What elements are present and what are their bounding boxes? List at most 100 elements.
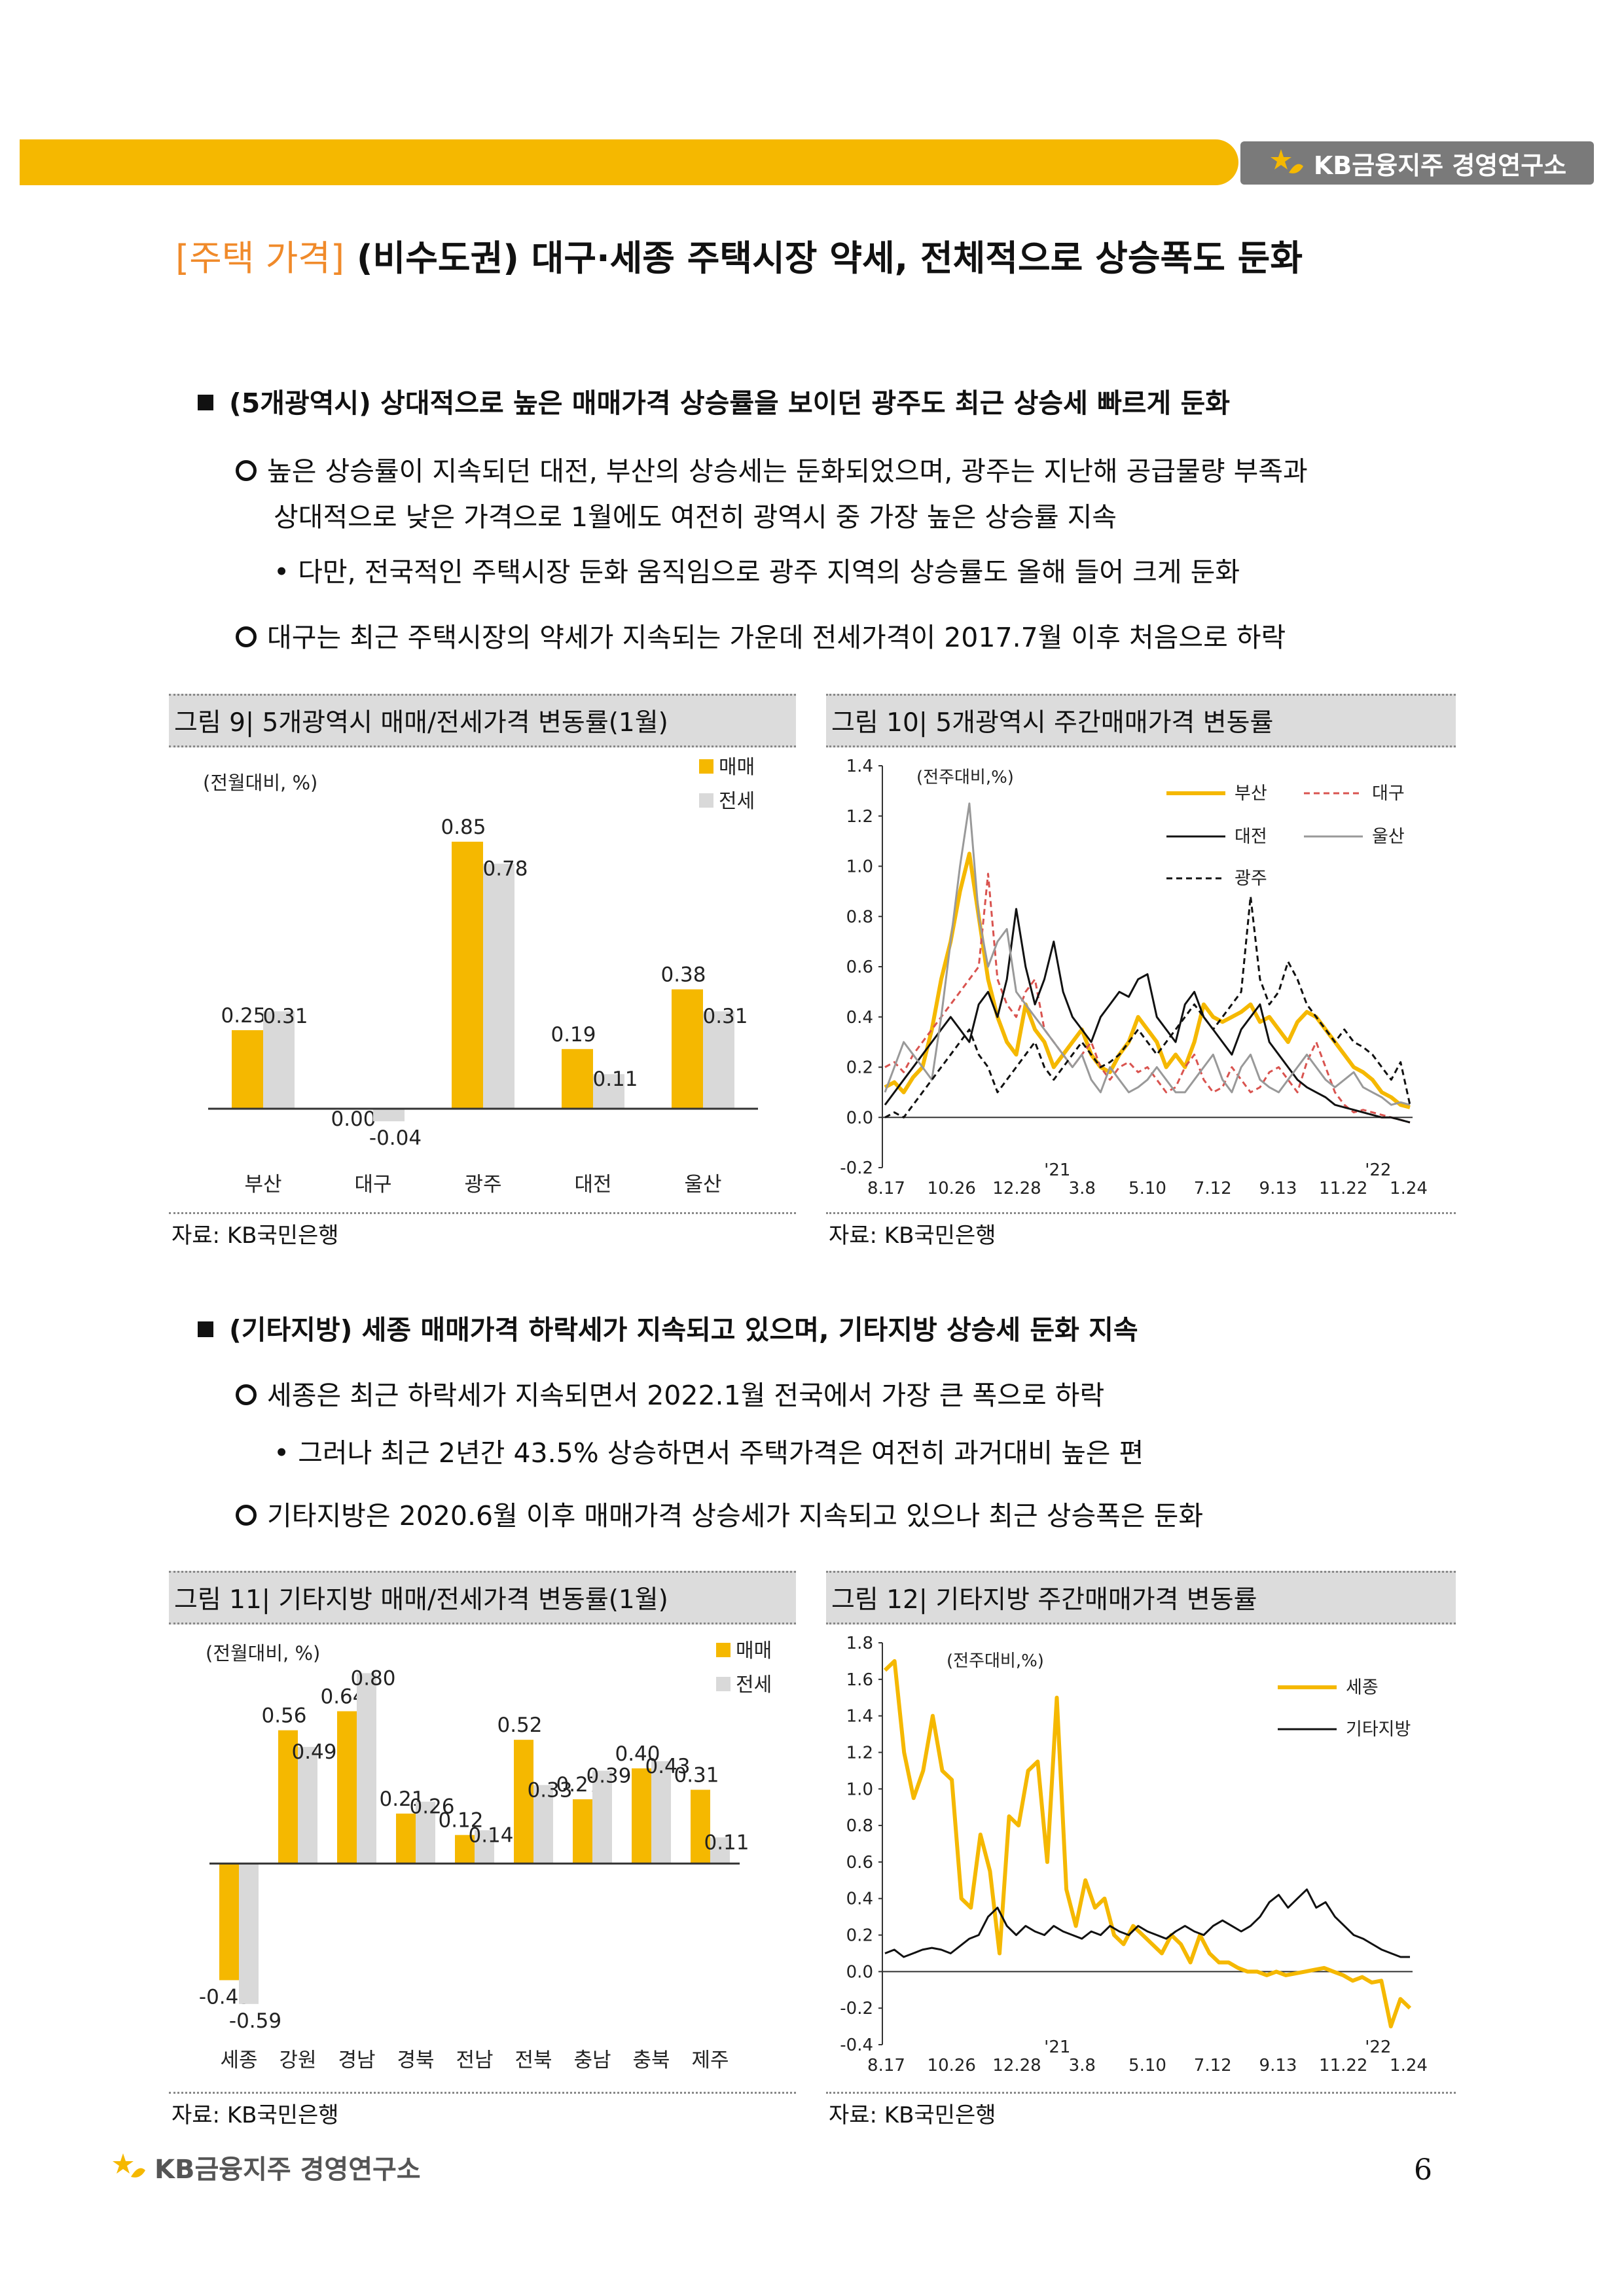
x-tick-label-5: 7.12 [1194, 1179, 1232, 1198]
bar-1-5 [533, 1785, 553, 1864]
x-tick-label-8: 1.24 [1390, 2056, 1428, 2075]
bar-0-7 [632, 1768, 651, 1864]
series-line-1 [884, 872, 1411, 1124]
legend-swatch-0 [716, 1643, 731, 1657]
data-label-0-5: 0.52 [497, 1713, 542, 1737]
bar-0-1 [278, 1730, 298, 1864]
category-label-3: 경북 [397, 2049, 434, 2072]
y-tick-label-2: 0.0 [846, 1962, 873, 1982]
legend-label-0: 매매 [719, 756, 755, 779]
ring-bullet-icon [236, 1505, 257, 1526]
section1-bullet1-line1: 높은 상승률이 지속되던 대전, 부산의 상승세는 둔화되었으며, 광주는 지난… [236, 449, 1308, 488]
title-tag: [주택 가격] [175, 238, 345, 279]
fig12-source-divider [826, 2092, 1456, 2094]
data-label-0-1: 0.56 [261, 1704, 306, 1728]
bar-0-2 [337, 1711, 357, 1864]
data-label-1-4: 0.31 [702, 1005, 748, 1028]
category-label-8: 제주 [691, 2049, 729, 2072]
y-tick-label-5: 0.8 [846, 907, 873, 927]
data-label-1-3: 0.26 [409, 1795, 454, 1819]
unit-label: (전월대비, %) [206, 1642, 320, 1664]
fig10-source-divider [826, 1212, 1456, 1214]
page-title: [주택 가격] (비수도권) 대구·세종 주택시장 약세, 전체적으로 상승폭도… [175, 229, 1303, 281]
data-label-1-1: 0.49 [291, 1740, 336, 1764]
legend-label-1: 전세 [736, 1674, 772, 1696]
data-label-0-4: 0.12 [438, 1809, 483, 1833]
bar-1-8 [710, 1837, 730, 1864]
unit-label: (전주대비,%) [947, 1651, 1044, 1671]
bar-1-4 [703, 1011, 734, 1109]
bar-1-3 [416, 1801, 435, 1864]
x-tick-label-0: 8.17 [867, 1179, 905, 1198]
category-label-3: 대전 [574, 1173, 611, 1196]
category-label-5: 전북 [514, 2049, 552, 2072]
section1-heading-text: (5개광역시) 상대적으로 높은 매매가격 상승률을 보이던 광주도 최근 상승… [229, 387, 1230, 419]
section2-bullet1: 세종은 최근 하락세가 지속되면서 2022.1월 전국에서 가장 큰 폭으로 … [236, 1373, 1104, 1412]
legend-label-3: 울산 [1372, 827, 1405, 847]
series-line-1 [884, 1888, 1410, 1958]
fig11-caption: 그림 11| 기타지방 매매/전세가격 변동률(1월) [169, 1571, 796, 1624]
section1-bullet1-text1: 높은 상승률이 지속되던 대전, 부산의 상승세는 둔화되었으며, 광주는 지난… [267, 456, 1308, 487]
data-label-1-1: -0.04 [369, 1126, 422, 1150]
fig11-chart: (전월대비, %) 매매전세-0.49-0.59세종0.560.49강원0.640… [199, 1640, 772, 2072]
series-line-3 [884, 802, 1411, 1106]
legend-swatch-0 [699, 759, 713, 774]
ring-bullet-icon [236, 460, 257, 481]
kb-star-icon [1270, 149, 1303, 173]
series-line-2 [884, 908, 1411, 1124]
y-tick-label-5: 0.6 [846, 1853, 873, 1873]
data-label-0-0: 0.25 [221, 1004, 266, 1028]
x-tick-label-4: 5.10 [1128, 2056, 1166, 2075]
bar-1-7 [651, 1761, 671, 1864]
section2-heading: (기타지방) 세종 매매가격 하락세가 지속되고 있으며, 기타지방 상승세 둔… [198, 1308, 1138, 1347]
series-line-0 [883, 1659, 1412, 2029]
footer-logo: KB금융지주 경영연구소 [110, 2148, 421, 2186]
data-label-0-1: 0.00 [331, 1107, 376, 1131]
fig11-source-divider [169, 2092, 796, 2094]
legend-label-1: 전세 [719, 790, 755, 813]
legend-label-1: 대구 [1372, 783, 1405, 804]
legend-label-0: 매매 [736, 1640, 772, 1662]
data-label-1-0: 0.31 [262, 1005, 308, 1028]
x-tick-label-1: 10.26 [928, 1179, 976, 1198]
data-label-1-2: 0.80 [350, 1666, 395, 1690]
square-bullet-icon [198, 395, 213, 410]
bar-0-2 [452, 842, 483, 1109]
category-label-2: 광주 [464, 1173, 501, 1196]
x-tick-label-4: 5.10 [1128, 1179, 1166, 1198]
category-label-6: 충남 [573, 2049, 611, 2072]
section2-sub-bullet: • 그러나 최근 2년간 43.5% 상승하면서 주택가격은 여전히 과거대비 … [274, 1437, 1144, 1469]
fig12-chart: -0.4 -0.2 0.0 0.2 0.4 0.6 0.8 1.0 1.2 1.4 1.6 1.8 8.… [840, 1634, 1428, 2075]
bar-0-6 [573, 1799, 592, 1864]
bar-0-4 [455, 1835, 475, 1864]
data-label-1-0: -0.59 [229, 2009, 281, 2033]
legend-swatch-1 [699, 793, 713, 808]
bar-1-2 [483, 863, 514, 1109]
header-logo-text: KB금융지주 경영연구소 [1313, 151, 1567, 180]
data-label-0-4: 0.38 [660, 963, 706, 987]
bar-0-5 [514, 1740, 533, 1864]
footer-logo-text: KB금융지주 경영연구소 [154, 2155, 421, 2185]
page-number: 6 [1414, 2153, 1432, 2187]
bar-1-0 [263, 1011, 295, 1109]
bar-0-4 [672, 989, 703, 1109]
data-label-0-2: 0.85 [441, 816, 486, 839]
y-tick-label-7: 1.2 [846, 807, 873, 827]
category-label-4: 울산 [684, 1173, 721, 1196]
category-label-1: 대구 [354, 1173, 391, 1196]
year-label-1: '22 [1365, 2037, 1391, 2057]
fig12-caption: 그림 12| 기타지방 주간매매가격 변동률 [826, 1571, 1456, 1624]
section1-bullet2-text: 대구는 최근 주택시장의 약세가 지속되는 가운데 전세가격이 2017.7월 … [267, 622, 1286, 653]
section1-heading: (5개광역시) 상대적으로 높은 매매가격 상승률을 보이던 광주도 최근 상승… [198, 381, 1230, 420]
y-tick-label-1: -0.2 [840, 1999, 873, 2018]
section2-bullet2-text: 기타지방은 2020.6월 이후 매매가격 상승세가 지속되고 있으나 최근 상… [267, 1500, 1204, 1532]
fig11-source: 자료: KB국민은행 [171, 2102, 339, 2128]
y-tick-label-6: 1.0 [846, 857, 873, 877]
bar-1-1 [298, 1747, 317, 1864]
square-bullet-icon [198, 1321, 213, 1337]
y-tick-label-1: 0.0 [846, 1108, 873, 1128]
section1-bullet2: 대구는 최근 주택시장의 약세가 지속되는 가운데 전세가격이 2017.7월 … [236, 615, 1286, 655]
fig9-chart: (전월대비, %)매매전세0.250.31부산0.00-0.04대구0.850.… [203, 756, 758, 1196]
bar-1-0 [239, 1863, 259, 2004]
data-label-1-6: 0.39 [586, 1764, 631, 1787]
